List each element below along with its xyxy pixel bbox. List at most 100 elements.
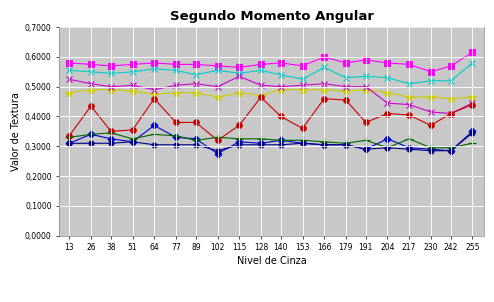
X-axis label: Nivel de Cinza: Nivel de Cinza — [237, 256, 307, 266]
Triâng 2 — [363, 147, 369, 151]
Quadr2 — [108, 130, 114, 133]
Triângulo — [299, 77, 305, 81]
Quadrado — [214, 64, 220, 68]
Triângulo — [193, 73, 199, 77]
Circulo — [278, 139, 284, 142]
Circulo2 — [278, 85, 284, 88]
Retângulo — [278, 88, 284, 92]
Triâng 2 — [151, 143, 157, 146]
Quadr2 — [129, 128, 135, 132]
Retângulo — [258, 94, 264, 98]
Circulo2 — [151, 88, 157, 92]
Circulo2 — [469, 101, 475, 105]
Triâng 2 — [236, 143, 242, 146]
Circulo — [299, 141, 305, 145]
Line: Retângulo: Retângulo — [65, 85, 477, 103]
Circulo — [258, 141, 264, 145]
Triângulo — [66, 69, 72, 72]
Retâng2 — [384, 146, 390, 149]
Circulo2 — [193, 82, 199, 85]
Triâng 2 — [406, 147, 412, 151]
Circulo — [343, 143, 349, 146]
Circulo2 — [66, 77, 72, 81]
Quadr2 — [363, 120, 369, 124]
Retângulo — [108, 88, 114, 92]
Triângulo — [363, 75, 369, 78]
Quadrado — [469, 51, 475, 54]
Circulo2 — [448, 112, 454, 115]
Circulo — [66, 141, 72, 145]
Line: Retâng2: Retâng2 — [65, 129, 477, 152]
Quadrado — [448, 64, 454, 68]
Quadrado — [278, 61, 284, 65]
Quadrado — [343, 61, 349, 65]
Quadr2 — [428, 124, 434, 127]
Circulo2 — [88, 82, 94, 85]
Triângulo — [129, 70, 135, 74]
Triângulo — [278, 73, 284, 77]
Circulo2 — [236, 75, 242, 78]
Triâng 2 — [66, 141, 72, 145]
Quadrado — [151, 61, 157, 65]
Triâng 2 — [299, 141, 305, 145]
Quadrado — [66, 61, 72, 65]
Retângulo — [384, 91, 390, 95]
Triâng 2 — [428, 149, 434, 153]
Quadr2 — [236, 124, 242, 127]
Triângulo — [88, 70, 94, 74]
Quadr2 — [278, 115, 284, 118]
Retâng2 — [299, 139, 305, 142]
Quadrado — [321, 55, 327, 59]
Triâng 2 — [469, 131, 475, 135]
Circulo2 — [108, 85, 114, 88]
Triâng 2 — [321, 143, 327, 146]
Retângulo — [406, 95, 412, 99]
Quadr2 — [66, 134, 72, 138]
Circulo — [428, 147, 434, 151]
Triângulo — [321, 66, 327, 69]
Circulo — [321, 143, 327, 146]
Retâng2 — [448, 146, 454, 149]
Quadr2 — [448, 112, 454, 115]
Line: Triâng 2: Triâng 2 — [67, 130, 475, 153]
Quadr2 — [343, 98, 349, 102]
Triângulo — [108, 72, 114, 75]
Quadrado — [108, 64, 114, 68]
Retângulo — [151, 92, 157, 96]
Circulo2 — [406, 103, 412, 106]
Line: Triângulo: Triângulo — [66, 59, 476, 87]
Circulo2 — [299, 83, 305, 87]
Circulo2 — [258, 83, 264, 87]
Retângulo — [428, 95, 434, 99]
Quadrado — [193, 63, 199, 66]
Quadr2 — [214, 139, 220, 142]
Circulo — [448, 149, 454, 153]
Retâng2 — [151, 133, 157, 136]
Quadrado — [88, 63, 94, 66]
Circulo — [88, 133, 94, 136]
Quadr2 — [469, 103, 475, 106]
Retâng2 — [469, 141, 475, 145]
Retâng2 — [66, 136, 72, 139]
Circulo — [214, 152, 220, 156]
Quadr2 — [258, 95, 264, 99]
Retângulo — [173, 91, 179, 95]
Circulo — [193, 137, 199, 141]
Triângulo — [236, 72, 242, 75]
Triâng 2 — [384, 146, 390, 149]
Triângulo — [151, 67, 157, 71]
Circulo — [108, 137, 114, 141]
Retângulo — [214, 95, 220, 99]
Quadr2 — [173, 120, 179, 124]
Retâng2 — [321, 140, 327, 143]
Quadrado — [384, 61, 390, 65]
Retâng2 — [88, 133, 94, 136]
Retâng2 — [236, 137, 242, 141]
Retâng2 — [428, 146, 434, 149]
Triâng 2 — [173, 143, 179, 146]
Quadr2 — [406, 113, 412, 117]
Quadr2 — [321, 97, 327, 101]
Quadr2 — [384, 112, 390, 115]
Triângulo — [406, 82, 412, 85]
Quadr2 — [193, 120, 199, 124]
